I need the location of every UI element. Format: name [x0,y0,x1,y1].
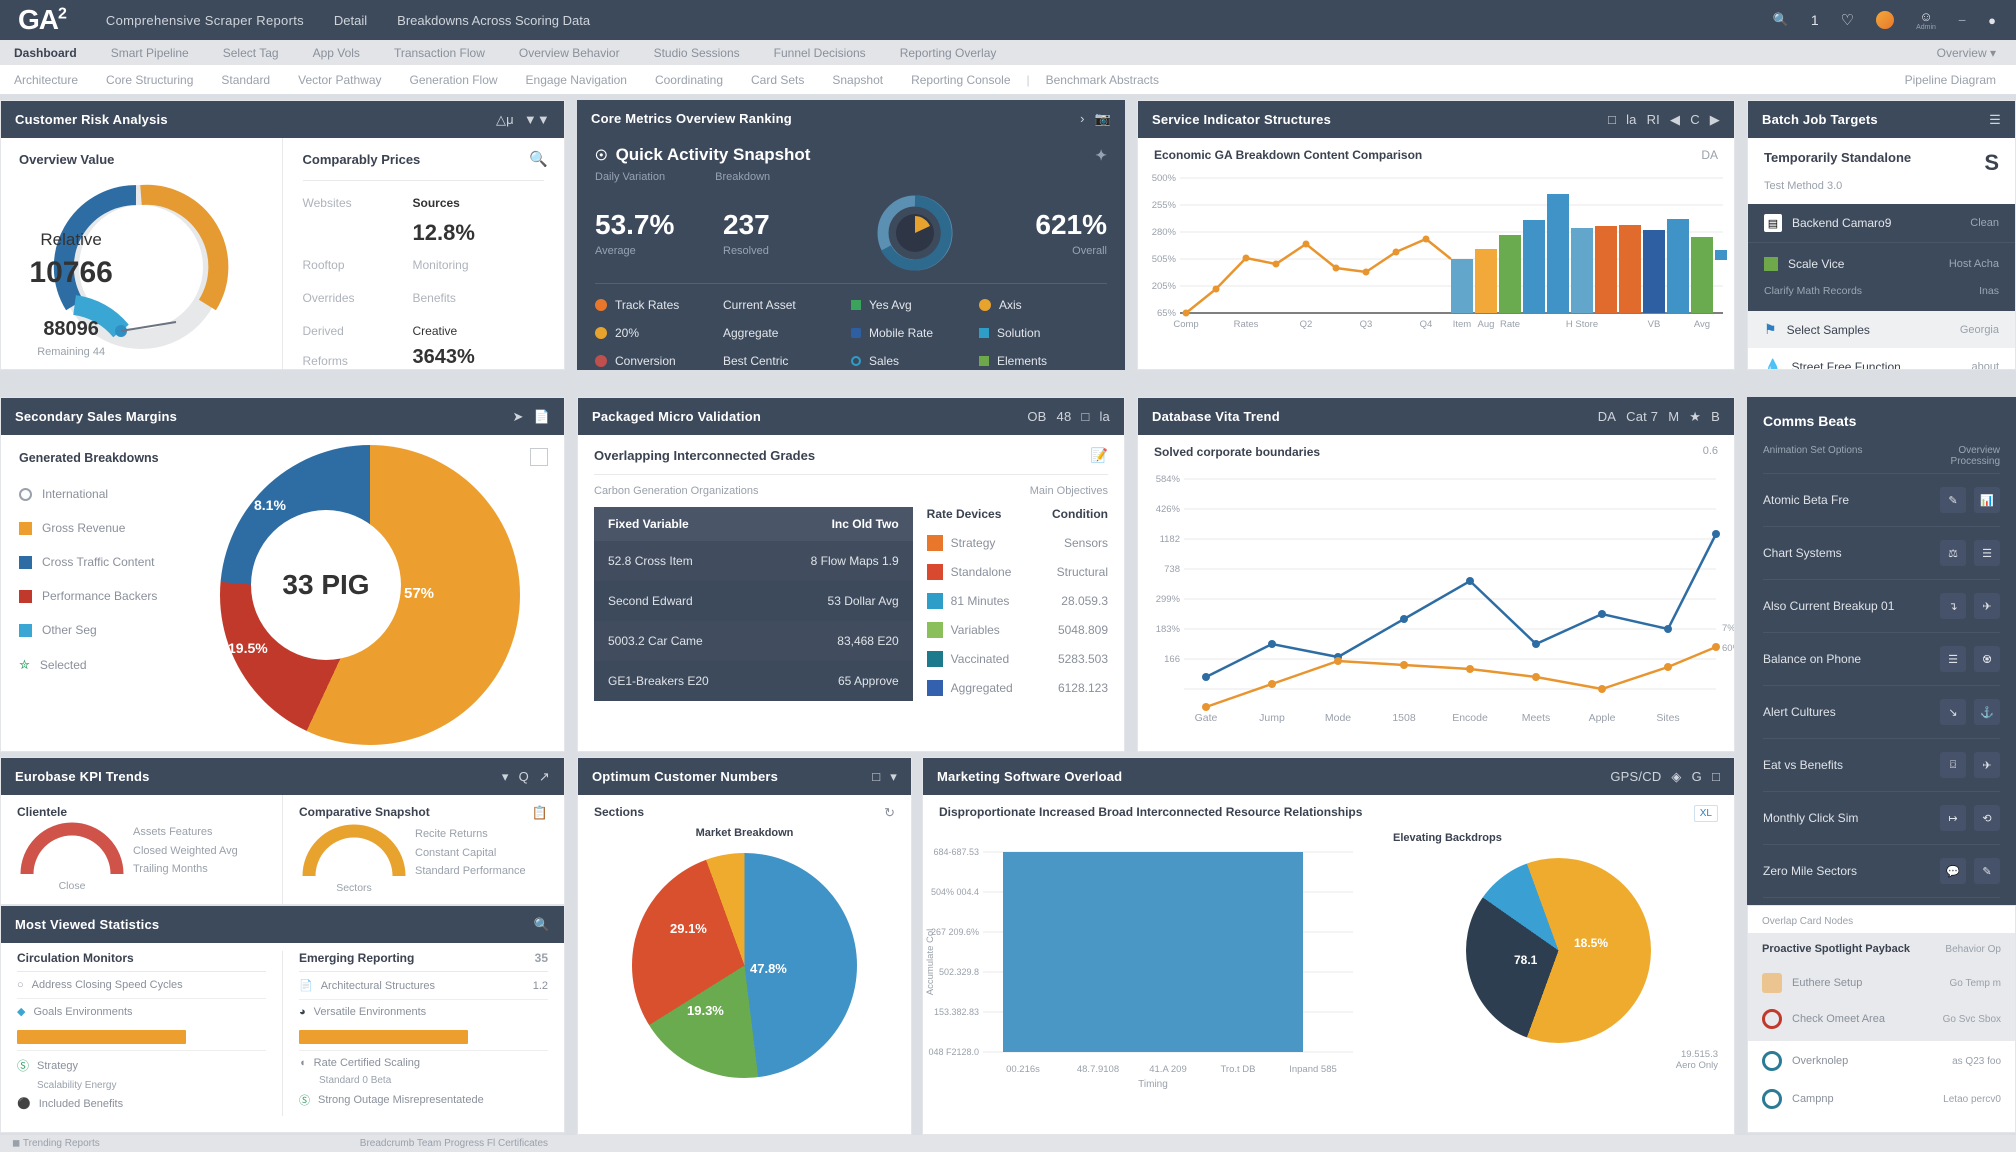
svg-text:Rate: Rate [1500,319,1520,330]
svg-text:500%: 500% [1152,173,1177,184]
svg-text:Comp: Comp [1173,319,1198,330]
svg-text:584%: 584% [1156,474,1181,485]
svg-text:Avg: Avg [1694,319,1710,330]
svg-text:153.382.83: 153.382.83 [934,1007,979,1017]
svg-text:Mode: Mode [1325,712,1351,724]
svg-text:48.7.9108: 48.7.9108 [1077,1064,1119,1075]
svg-text:205%: 205% [1152,281,1177,292]
svg-text:Apple: Apple [1589,712,1616,724]
svg-text:684-687.53: 684-687.53 [933,847,979,857]
svg-text:Q4: Q4 [1420,319,1433,330]
svg-text:Timing: Timing [1138,1079,1168,1090]
svg-text:166: 166 [1164,654,1180,665]
svg-text:502.329.8: 502.329.8 [939,967,979,977]
svg-text:41.A 209: 41.A 209 [1149,1064,1187,1075]
svg-text:048 F2128.0: 048 F2128.0 [928,1047,979,1057]
svg-text:Jump: Jump [1259,712,1285,724]
svg-text:504% 004.4: 504% 004.4 [931,887,979,897]
svg-text:267 209.6%: 267 209.6% [931,927,979,937]
svg-text:Meets: Meets [1522,712,1551,724]
svg-text:183%: 183% [1156,624,1181,635]
svg-text:Sites: Sites [1656,712,1679,724]
svg-text:60%: 60% [1722,643,1735,654]
svg-text:Encode: Encode [1452,712,1488,724]
svg-text:280%: 280% [1152,227,1177,238]
svg-text:Q2: Q2 [1300,319,1313,330]
svg-text:505%: 505% [1152,254,1177,265]
svg-text:299%: 299% [1156,594,1181,605]
svg-text:426%: 426% [1156,504,1181,515]
svg-text:Item: Item [1453,319,1472,330]
svg-text:Rates: Rates [1234,319,1259,330]
svg-text:Inpand 585: Inpand 585 [1289,1064,1337,1075]
svg-text:255%: 255% [1152,200,1177,211]
svg-text:VB: VB [1648,319,1661,330]
svg-text:65%: 65% [1157,308,1177,319]
svg-text:738: 738 [1164,564,1180,575]
svg-text:Q3: Q3 [1360,319,1373,330]
svg-text:Gate: Gate [1195,712,1218,724]
svg-text:00.216s: 00.216s [1006,1064,1040,1075]
svg-text:Aug: Aug [1478,319,1495,330]
svg-text:1508: 1508 [1392,712,1416,724]
svg-text:7%: 7% [1722,623,1735,634]
svg-text:1182: 1182 [1160,534,1180,545]
svg-text:Accumulate Col: Accumulate Col [925,929,936,996]
svg-text:H Store: H Store [1566,319,1598,330]
svg-text:Tro.t DB: Tro.t DB [1220,1064,1255,1075]
